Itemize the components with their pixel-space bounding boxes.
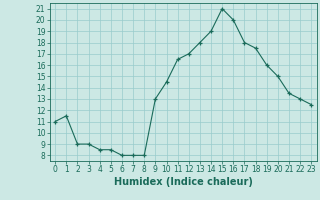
X-axis label: Humidex (Indice chaleur): Humidex (Indice chaleur)	[114, 177, 252, 187]
